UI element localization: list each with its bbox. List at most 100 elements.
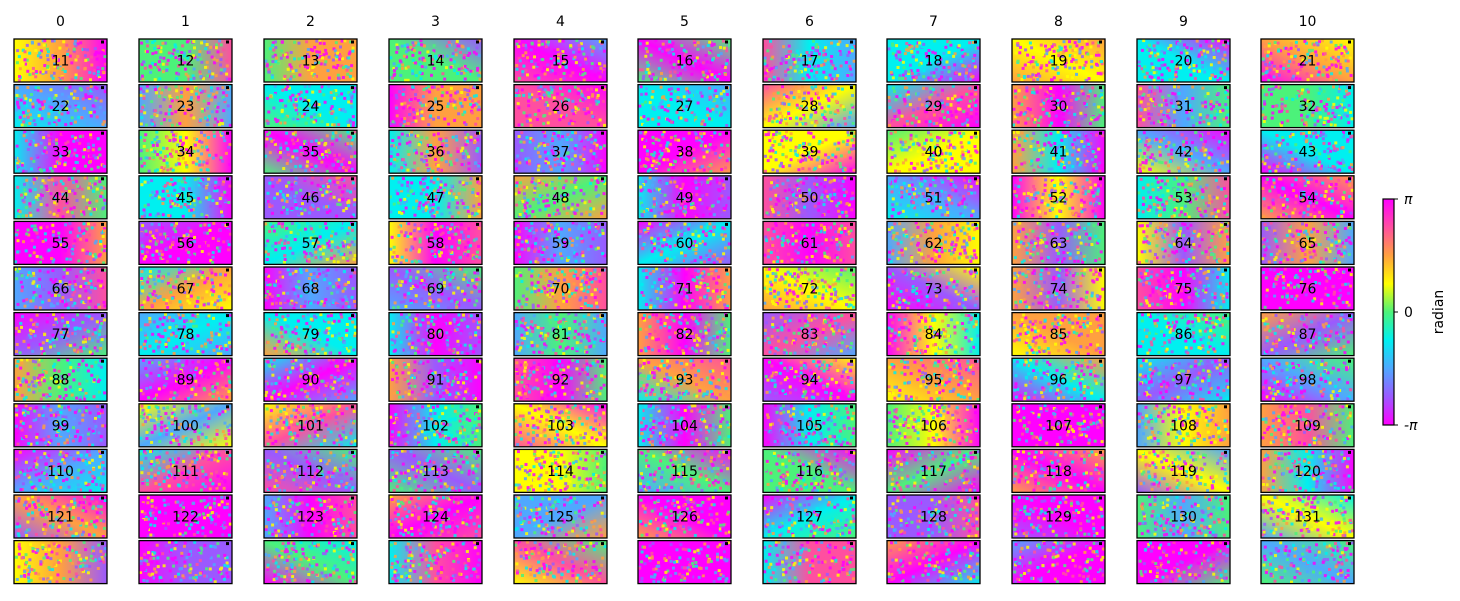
panel-label: 124 <box>422 510 449 526</box>
column-header: 3 <box>431 14 440 30</box>
phase-panel: 59 <box>513 220 608 266</box>
phase-panel: 27 <box>637 83 732 129</box>
panel-label: 38 <box>676 145 694 161</box>
panel-label: 35 <box>302 145 320 161</box>
phase-panel: 35 <box>263 129 358 174</box>
phase-panel: 94 <box>762 357 857 402</box>
panel-label: 72 <box>801 282 819 298</box>
panel-label: 17 <box>801 54 819 70</box>
panel-label: 126 <box>671 510 698 526</box>
panel-label: 63 <box>1050 236 1068 252</box>
panel-label: 55 <box>52 236 70 252</box>
phase-panel: 55 <box>13 220 108 266</box>
phase-panel <box>1011 539 1106 585</box>
phase-panel: 65 <box>1260 220 1355 266</box>
phase-panel: 130 <box>1136 494 1231 539</box>
phase-panel: 78 <box>138 311 233 357</box>
phase-panel: 126 <box>637 494 732 539</box>
phase-panel: 85 <box>1011 311 1106 357</box>
phase-panel: 79 <box>263 311 358 357</box>
panel-label: 40 <box>925 145 943 161</box>
panel-label: 94 <box>801 373 819 389</box>
panel-label: 23 <box>177 99 195 115</box>
phase-panel: 110 <box>13 448 108 494</box>
panel-label: 103 <box>547 418 574 434</box>
phase-panel: 99 <box>13 403 108 448</box>
panel-label: 45 <box>177 190 195 206</box>
panel-label: 62 <box>925 236 943 252</box>
phase-panel: 57 <box>263 220 358 266</box>
panel-label: 85 <box>1050 327 1068 343</box>
panel-label: 34 <box>177 145 195 161</box>
panel-label: 11 <box>52 54 70 70</box>
panel-label: 47 <box>427 190 445 206</box>
panel-label: 116 <box>796 464 823 480</box>
panel-label: 102 <box>422 418 449 434</box>
phase-panel: 112 <box>263 448 358 494</box>
phase-panel: 89 <box>138 357 233 402</box>
phase-panel: 48 <box>513 175 608 220</box>
column-header: 5 <box>680 14 689 30</box>
column-header: 6 <box>805 14 814 30</box>
phase-panel: 51 <box>886 175 981 220</box>
phase-panel <box>1136 539 1231 585</box>
phase-panel: 66 <box>13 266 108 311</box>
phase-panel: 128 <box>886 494 981 539</box>
colorbar: π 0 -π radian <box>1382 192 1447 434</box>
phase-panel: 102 <box>388 403 483 448</box>
phase-panel: 90 <box>263 357 358 402</box>
phase-panel: 120 <box>1260 448 1355 494</box>
panel-label: 44 <box>52 190 70 206</box>
panel-label: 70 <box>552 282 570 298</box>
panel-label: 95 <box>925 373 943 389</box>
colorbar-tick-label: π <box>1404 192 1413 208</box>
panel-label: 130 <box>1170 510 1197 526</box>
phase-panel: 37 <box>513 129 608 174</box>
column-header: 8 <box>1054 14 1063 30</box>
phase-panel: 84 <box>886 311 981 357</box>
panel-label: 57 <box>302 236 320 252</box>
column-header: 9 <box>1179 14 1188 30</box>
phase-panel: 68 <box>263 266 358 311</box>
phase-panel: 122 <box>138 494 233 539</box>
panel-label: 54 <box>1299 190 1317 206</box>
panel-label: 19 <box>1050 54 1068 70</box>
panel-label: 79 <box>302 327 320 343</box>
panel-label: 113 <box>422 464 449 480</box>
panel-label: 27 <box>676 99 694 115</box>
panel-label: 99 <box>52 418 70 434</box>
panel-label: 89 <box>177 373 195 389</box>
column-header: 4 <box>556 14 565 30</box>
phase-panel: 124 <box>388 494 483 539</box>
phase-panel: 98 <box>1260 357 1355 402</box>
phase-panel: 14 <box>388 38 483 83</box>
panel-label: 49 <box>676 190 694 206</box>
phase-panel <box>762 539 857 585</box>
panel-label: 22 <box>52 99 70 115</box>
phase-panel: 119 <box>1136 448 1231 494</box>
panel-label: 53 <box>1175 190 1193 206</box>
phase-panel: 31 <box>1136 83 1231 129</box>
phase-panel: 70 <box>513 266 608 311</box>
phase-panel: 91 <box>388 357 483 402</box>
panel-label: 29 <box>925 99 943 115</box>
phase-panel: 108 <box>1136 403 1231 448</box>
panel-label: 120 <box>1294 464 1321 480</box>
phase-panel: 11 <box>13 38 108 83</box>
panel-label: 64 <box>1175 236 1193 252</box>
panel-label: 92 <box>552 373 570 389</box>
panel-label: 100 <box>172 418 199 434</box>
phase-panel: 107 <box>1011 403 1106 448</box>
panel-label: 93 <box>676 373 694 389</box>
phase-panel: 125 <box>513 494 608 539</box>
phase-panel: 93 <box>637 357 732 402</box>
column-header: 10 <box>1299 14 1317 30</box>
phase-panel: 58 <box>388 220 483 266</box>
panel-label: 52 <box>1050 190 1068 206</box>
panel-label: 32 <box>1299 99 1317 115</box>
colorbar-tick-label: -π <box>1404 418 1418 434</box>
panel-label: 31 <box>1175 99 1193 115</box>
phase-panel: 92 <box>513 357 608 402</box>
phase-panel: 12 <box>138 38 233 83</box>
panel-label: 86 <box>1175 327 1193 343</box>
